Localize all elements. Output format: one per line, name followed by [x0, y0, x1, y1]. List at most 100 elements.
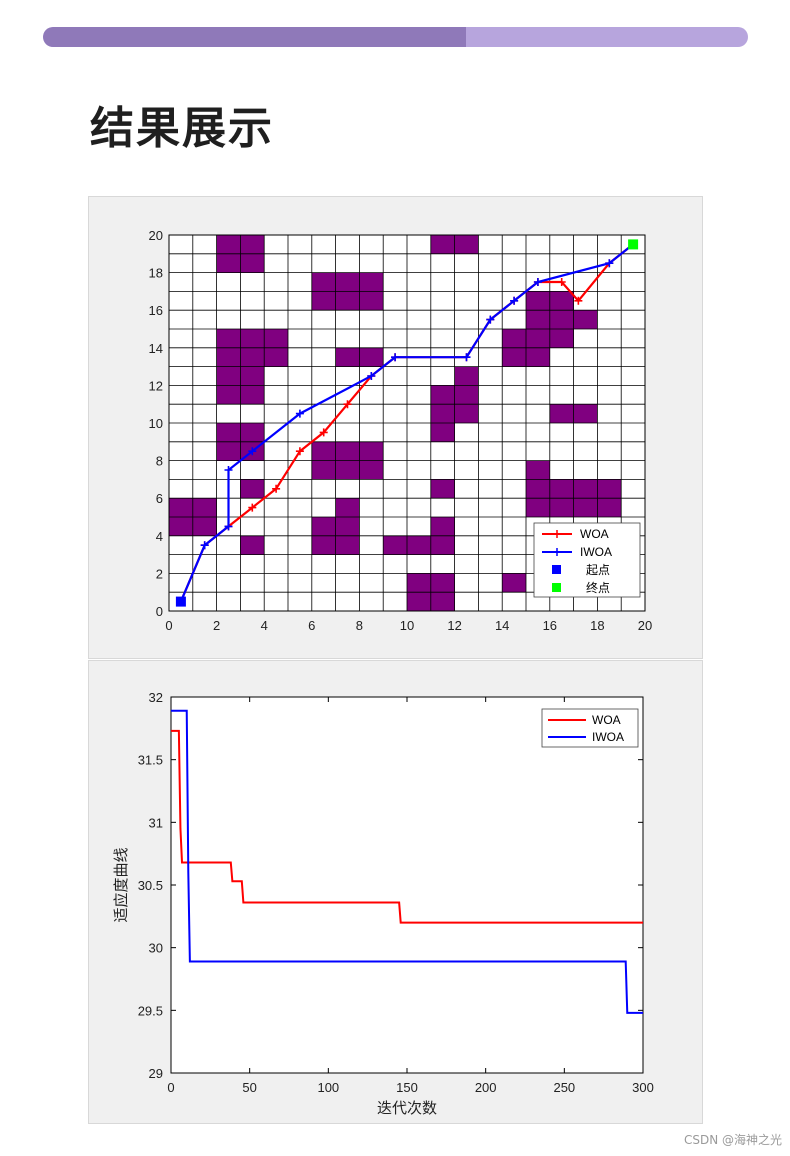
obstacle-cell: [359, 347, 384, 367]
series-point-iwoa: [510, 296, 519, 305]
obstacle-cell: [216, 441, 241, 461]
obstacle-cell: [526, 310, 550, 329]
series-point-iwoa: [605, 259, 614, 268]
obstacle-cell: [240, 385, 265, 405]
obstacle-cell: [430, 235, 455, 254]
legend-marker: [552, 583, 561, 592]
y-tick-label: 31: [149, 815, 163, 830]
obstacle-cell: [454, 385, 479, 405]
series-point-iwoa: [486, 315, 495, 324]
plot-frame: [168, 234, 646, 612]
obstacle-cell: [240, 366, 265, 386]
convergence-figure: 0 50 100 150 200 250 300 29 29.5 30 30.5 31 31.5 32 迭代…: [88, 660, 703, 1124]
progress-bar: [43, 27, 748, 47]
obstacle-cell: [549, 498, 574, 517]
obstacle-cell: [311, 535, 336, 555]
obstacle-cell: [454, 404, 479, 423]
obstacle-cell: [169, 517, 193, 536]
obstacle-cell: [359, 291, 384, 311]
path-planning-figure: 0 2 4 6 8 10 12 14 16 18 20 0 2 4 6 8 10 12 14 16 18 20 WOA IWO…: [88, 196, 703, 659]
obstacle-cell: [359, 460, 384, 480]
obstacle-cell: [216, 366, 241, 386]
x-tick-label: 0: [165, 618, 172, 633]
obstacle-cell: [430, 423, 455, 442]
y-tick-label: 16: [149, 303, 163, 318]
obstacle-cell: [430, 404, 455, 423]
obstacle-cell: [311, 441, 336, 461]
series-point-woa: [272, 484, 281, 493]
y-axis-label: 适应度曲线: [112, 847, 130, 922]
obstacle-cell: [192, 517, 217, 536]
watermark: CSDN @海神之光: [683, 1133, 782, 1147]
obstacle-cell: [311, 517, 336, 536]
path-planning-chart: 0 2 4 6 8 10 12 14 16 18 20 0 2 4 6 8 10 12 14 16 18 20 WOA IWO…: [149, 228, 653, 633]
obstacle-cell: [335, 535, 360, 555]
obstacle-cell: [264, 347, 288, 367]
y-tick-label: 30: [149, 941, 163, 956]
series-point-iwoa: [200, 541, 209, 550]
obstacle-cell: [192, 498, 217, 517]
obstacle-cell: [549, 291, 574, 311]
obstacle-cell: [240, 535, 265, 555]
obstacle-cell: [359, 441, 384, 461]
series-line-iwoa: [179, 243, 634, 603]
progress-fill: [43, 27, 466, 47]
obstacle-cell: [573, 479, 598, 499]
obstacle-cell: [573, 310, 598, 329]
series-point-iwoa: [248, 447, 257, 456]
series-line-woa: [171, 729, 643, 924]
obstacle-cell: [407, 592, 431, 611]
legend-marker: [553, 548, 561, 556]
obstacle-cell: [240, 329, 265, 348]
y-tick-label: 4: [156, 529, 163, 544]
obstacle-cell: [359, 272, 384, 292]
obstacle-cell: [216, 329, 241, 348]
obstacle-cell: [240, 253, 265, 273]
series-point-iwoa: [367, 372, 376, 380]
page-title: 结果展示: [90, 103, 274, 154]
obstacle-cell: [549, 479, 574, 499]
obstacle-cell: [407, 573, 431, 593]
y-tick-label: 29: [149, 1066, 163, 1081]
obstacle-cell: [216, 385, 241, 405]
legend-box: [533, 522, 641, 598]
plot-area: [170, 696, 644, 1074]
obstacle-cell: [311, 272, 336, 292]
y-tick-label: 10: [149, 416, 163, 431]
obstacle-cell: [549, 404, 574, 423]
obstacle-cell: [216, 347, 241, 367]
y-tick-label: 30.5: [138, 878, 163, 893]
legend-label: 起点: [586, 563, 610, 577]
obstacle-cell: [502, 573, 526, 593]
legend-box: [541, 708, 639, 748]
series-point-woa: [557, 278, 566, 286]
obstacle-cell: [430, 592, 455, 611]
x-tick-label: 14: [495, 618, 509, 633]
obstacle-cell: [335, 272, 360, 292]
y-tick-label: 29.5: [138, 1003, 163, 1018]
obstacle-cell: [311, 291, 336, 311]
obstacle-cell: [335, 441, 360, 461]
obstacle-cell: [549, 329, 574, 348]
x-tick-label: 150: [396, 1080, 418, 1095]
obstacle-cell: [240, 479, 265, 499]
obstacle-cell: [430, 517, 455, 536]
series-point-woa: [343, 400, 352, 409]
y-tick-label: 6: [156, 491, 163, 506]
obstacle-cell: [430, 573, 455, 593]
obstacle-cell: [430, 385, 455, 405]
obstacle-cell: [597, 479, 622, 499]
series-point-iwoa: [462, 353, 471, 362]
obstacle-cell: [335, 291, 360, 311]
obstacle-cell: [383, 535, 407, 555]
obstacle-cell: [573, 498, 598, 517]
series-point-iwoa: [295, 409, 304, 418]
convergence-chart: 0 50 100 150 200 250 300 29 29.5 30 30.5 31 31.5 32 迭代…: [112, 690, 654, 1117]
obstacle-cell: [573, 404, 598, 423]
y-tick-label: 18: [149, 266, 163, 281]
y-tick-label: 20: [149, 228, 163, 243]
legend-label: WOA: [592, 713, 621, 727]
y-tick-label: 12: [149, 378, 163, 393]
legend-label: 终点: [586, 580, 610, 595]
obstacle-cell: [502, 329, 526, 348]
